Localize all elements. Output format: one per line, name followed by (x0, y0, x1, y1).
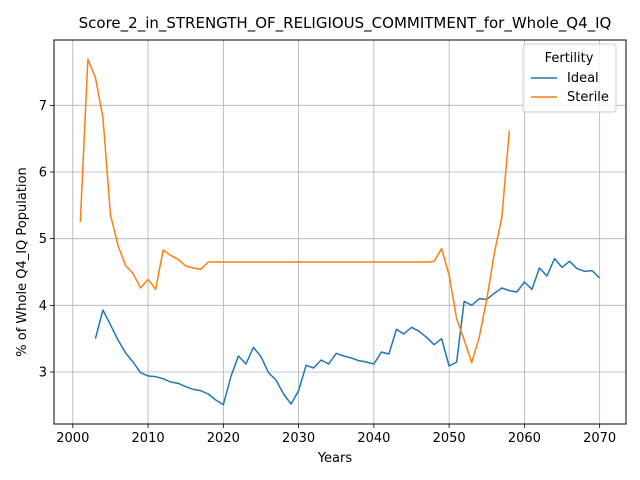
plot-area-frame (53, 39, 627, 425)
x-tick-label: 2070 (583, 431, 616, 446)
legend-label-ideal: Ideal (567, 71, 599, 86)
legend: Fertility Ideal Sterile (522, 43, 617, 113)
series-lines (79, 58, 601, 406)
legend-title: Fertility (545, 51, 594, 66)
series-line-ideal (94, 257, 601, 406)
x-axis-ticks: 2000 2010 2020 2030 2040 2050 2060 2070 (56, 424, 616, 446)
legend-box (522, 43, 617, 113)
y-axis-ticks: 3 4 5 6 7 (39, 99, 54, 381)
x-tick-label: 2010 (132, 431, 165, 446)
y-tick-label: 6 (39, 166, 47, 181)
y-tick-label: 5 (39, 232, 47, 247)
legend-label-sterile: Sterile (567, 90, 609, 105)
x-tick-label: 2000 (56, 431, 89, 446)
x-tick-label: 2060 (508, 431, 541, 446)
x-tick-label: 2040 (357, 431, 390, 446)
x-tick-label: 2030 (282, 431, 315, 446)
x-tick-label: 2050 (433, 431, 466, 446)
series-line-sterile (79, 58, 511, 364)
y-tick-label: 4 (39, 299, 47, 314)
y-axis-label: % of Whole Q4_IQ Population (15, 167, 30, 356)
chart-title: Score_2_in_STRENGTH_OF_RELIGIOUS_COMMITM… (79, 14, 612, 33)
x-axis-label: Years (317, 451, 353, 466)
x-tick-label: 2020 (207, 431, 240, 446)
y-tick-label: 7 (39, 99, 47, 114)
y-tick-label: 3 (39, 366, 47, 381)
